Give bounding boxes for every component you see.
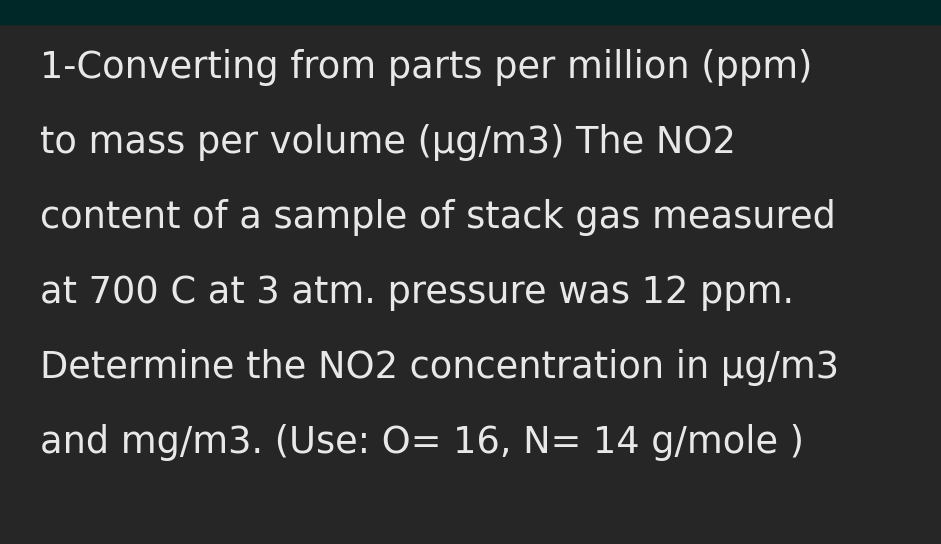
Text: to mass per volume (μg/m3) The NO2: to mass per volume (μg/m3) The NO2 xyxy=(40,124,737,161)
Bar xyxy=(0,0,941,24)
Text: Determine the NO2 concentration in μg/m3: Determine the NO2 concentration in μg/m3 xyxy=(40,349,839,386)
Text: 1-Converting from parts per million (ppm): 1-Converting from parts per million (ppm… xyxy=(40,49,813,86)
Text: content of a sample of stack gas measured: content of a sample of stack gas measure… xyxy=(40,199,837,236)
Text: and mg/m3. (Use: O= 16, N= 14 g/mole ): and mg/m3. (Use: O= 16, N= 14 g/mole ) xyxy=(40,424,805,461)
Text: at 700 C at 3 atm. pressure was 12 ppm.: at 700 C at 3 atm. pressure was 12 ppm. xyxy=(40,274,794,311)
